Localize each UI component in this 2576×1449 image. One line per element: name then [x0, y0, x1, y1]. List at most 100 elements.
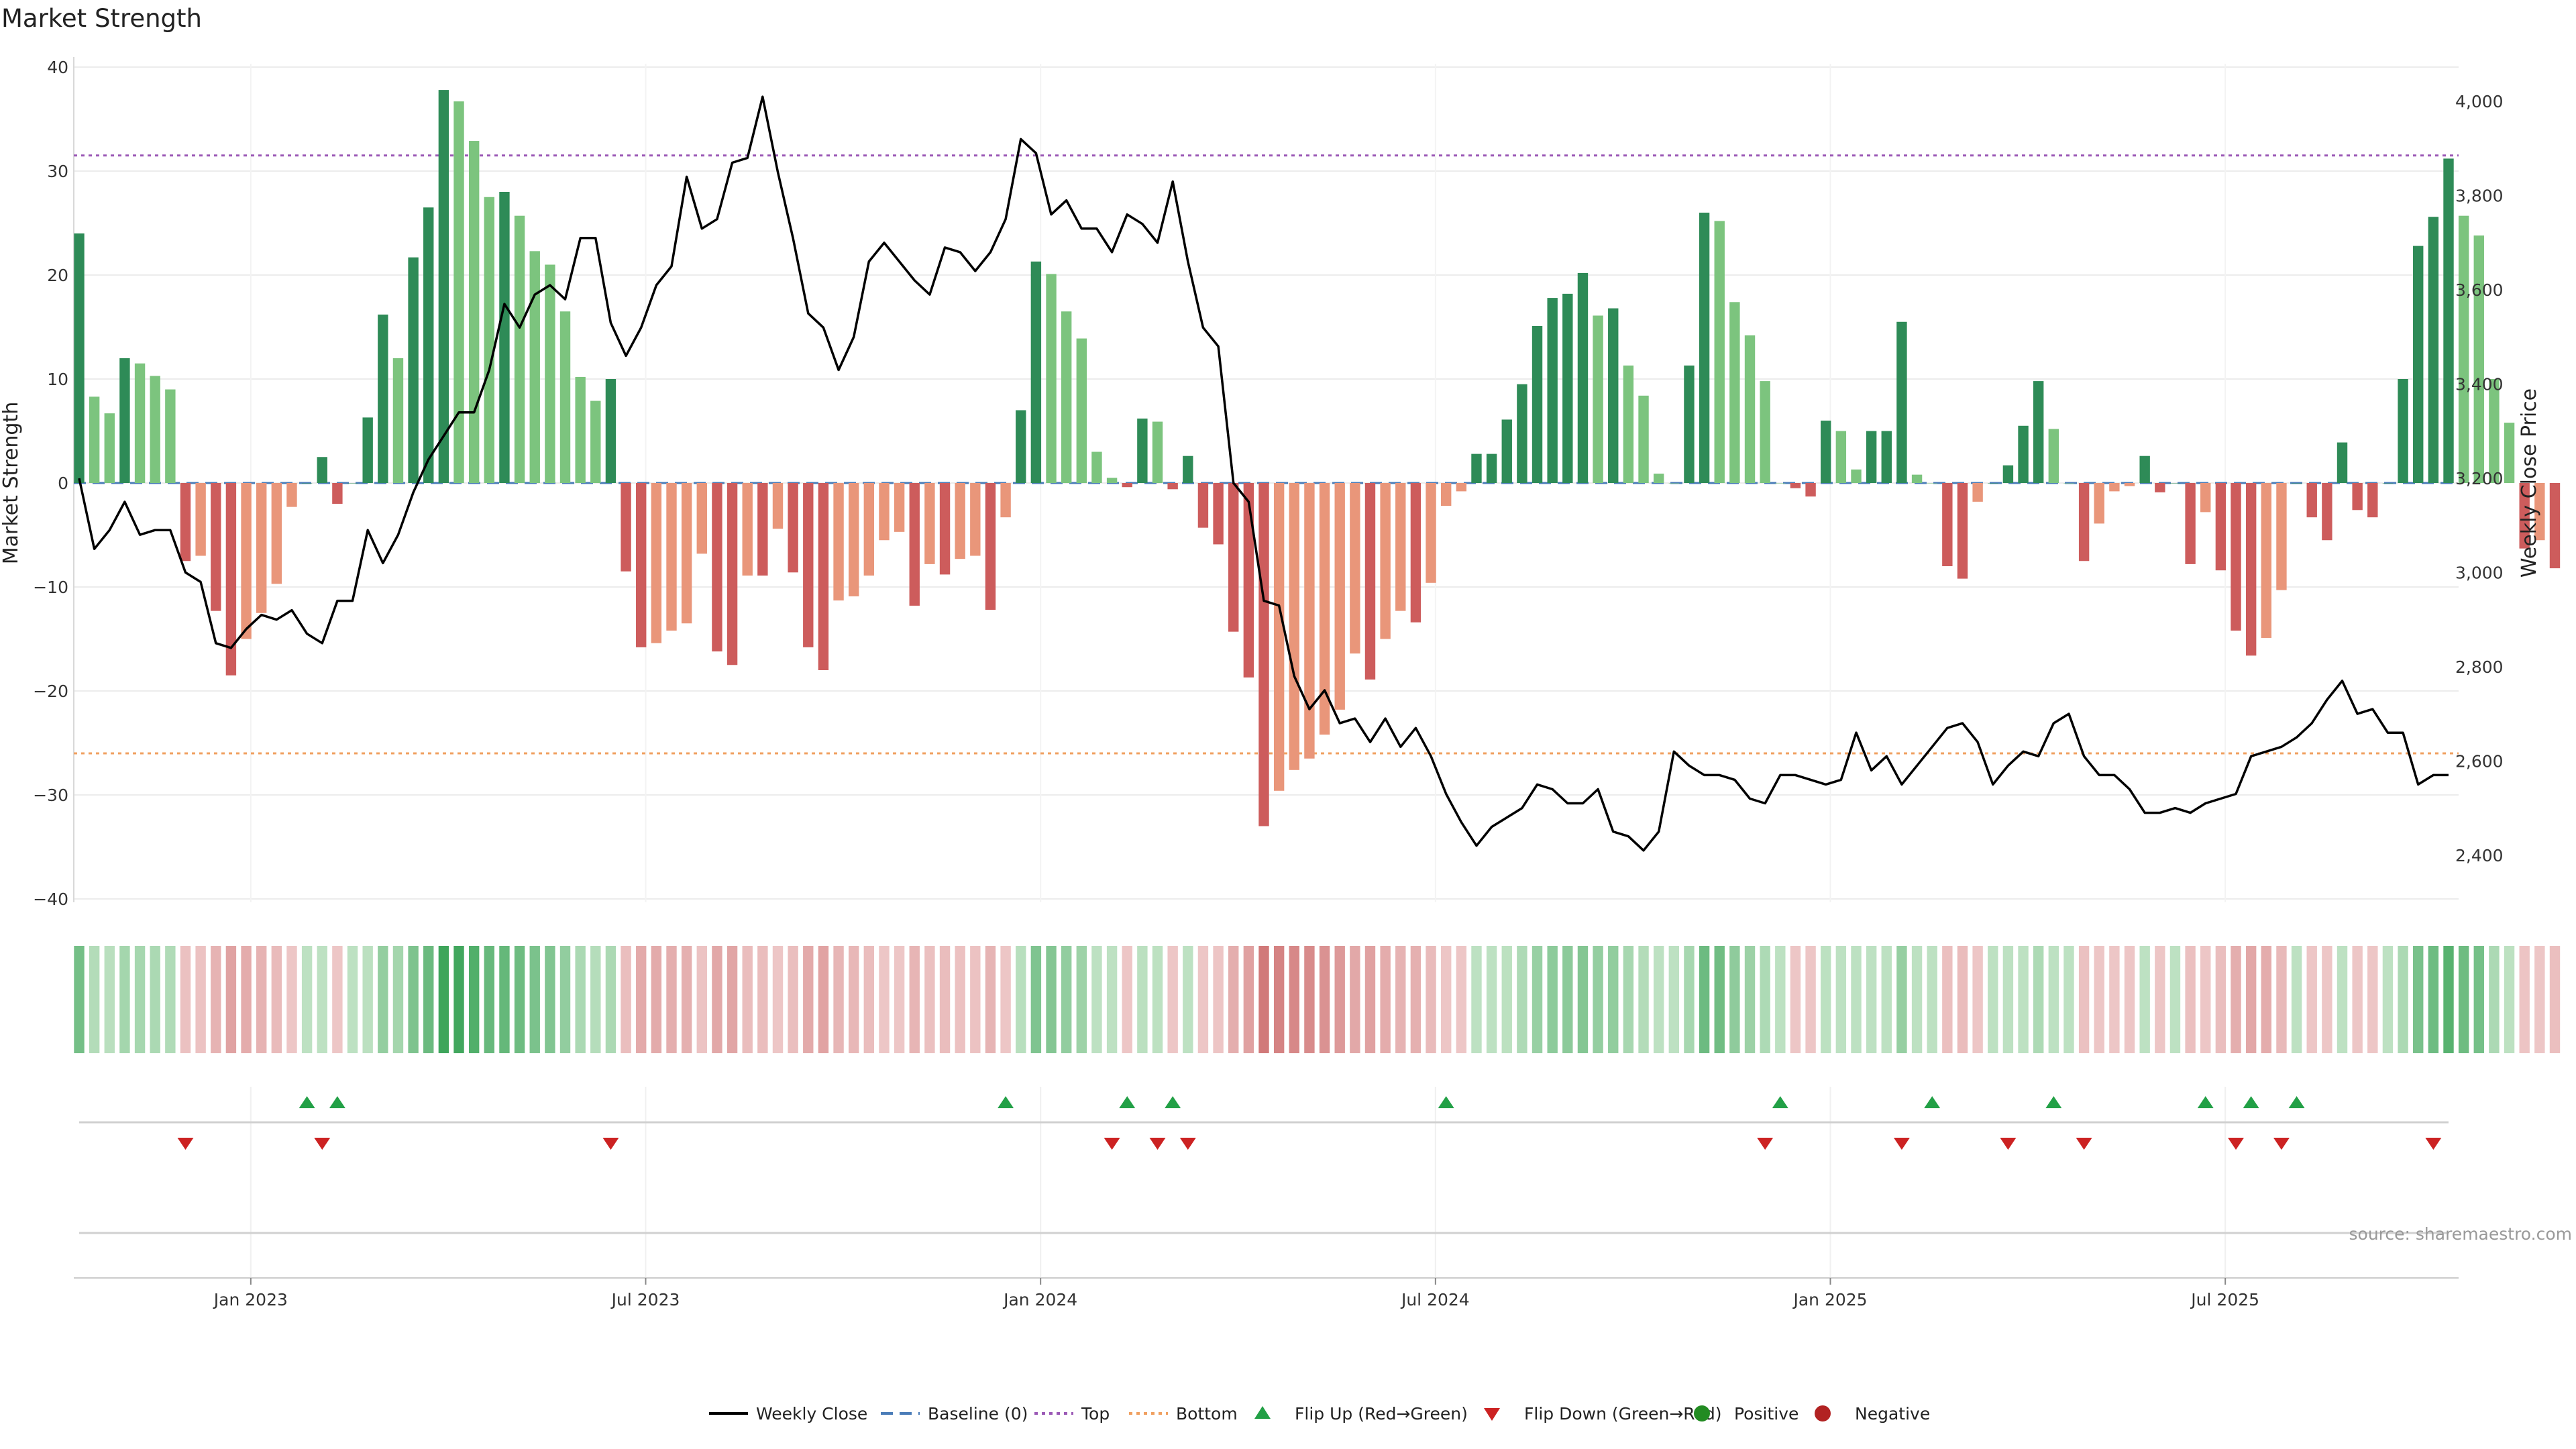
- heat-cell: [2063, 946, 2074, 1053]
- heat-cell: [590, 946, 601, 1053]
- heat-cell: [1030, 946, 1042, 1053]
- strength-bar: [2458, 215, 2469, 483]
- heat-cell: [1243, 946, 1254, 1053]
- strength-bar: [2185, 483, 2196, 564]
- heat-cell: [2231, 946, 2241, 1053]
- strength-bar: [2276, 483, 2287, 590]
- strength-bar: [1122, 483, 1132, 488]
- heat-cell: [256, 946, 267, 1053]
- strength-bar: [863, 483, 875, 576]
- strength-bar: [1228, 483, 1239, 632]
- heat-cell: [803, 946, 814, 1053]
- source-note: source: sharemaestro.com: [2349, 1224, 2573, 1244]
- heat-cell: [1760, 946, 1770, 1053]
- heat-cell: [499, 946, 510, 1053]
- heat-cell: [605, 946, 616, 1053]
- strength-bar: [2398, 379, 2408, 483]
- heat-cell: [1653, 946, 1664, 1053]
- heat-cell: [529, 946, 540, 1053]
- strength-bar: [2473, 235, 2484, 483]
- flip-down-marker: [2228, 1138, 2245, 1150]
- strength-bar: [2337, 442, 2348, 483]
- strength-bar: [1243, 483, 1254, 678]
- heat-cell: [788, 946, 798, 1053]
- flip-up-marker: [1772, 1096, 1788, 1108]
- strength-bar: [1167, 483, 1178, 490]
- heat-cell: [1273, 946, 1285, 1053]
- heat-cell: [970, 946, 981, 1053]
- legend-label: Baseline (0): [928, 1404, 1028, 1424]
- heat-cell: [1152, 946, 1163, 1053]
- heat-cell: [894, 946, 905, 1053]
- heat-cell: [195, 946, 206, 1053]
- heat-cell: [271, 946, 282, 1053]
- heat-cell: [681, 946, 692, 1053]
- strength-bar: [1851, 469, 1862, 483]
- heat-cell: [848, 946, 859, 1053]
- heat-cell: [575, 946, 586, 1053]
- strength-bar: [1684, 365, 1695, 483]
- heat-cell: [2124, 946, 2135, 1053]
- strength-bar: [1957, 483, 1968, 579]
- heat-cell: [286, 946, 297, 1053]
- legend-swatch: [1484, 1408, 1500, 1421]
- strength-bar: [2033, 381, 2044, 483]
- heat-cell: [1456, 946, 1467, 1053]
- heat-cell: [559, 946, 571, 1053]
- heat-cell: [1501, 946, 1512, 1053]
- right-tick-label: 3,800: [2455, 186, 2504, 206]
- strength-bar: [2519, 483, 2530, 549]
- legend-label: Positive: [1734, 1404, 1799, 1424]
- strength-bar: [1744, 335, 1756, 483]
- heat-cell: [2382, 946, 2394, 1053]
- heat-cell: [1744, 946, 1756, 1053]
- legend-swatch: [1694, 1405, 1710, 1421]
- heat-cell: [2549, 946, 2561, 1053]
- strength-bar: [1106, 478, 1118, 483]
- x-tick-label: Jul 2023: [610, 1290, 680, 1309]
- strength-bar: [74, 233, 85, 483]
- strength-bar: [271, 483, 282, 584]
- strength-bar: [392, 358, 404, 483]
- flip-up-marker: [329, 1096, 345, 1108]
- heat-cell: [2291, 946, 2302, 1053]
- flip-down-marker: [1104, 1138, 1120, 1150]
- heat-cell: [468, 946, 480, 1053]
- strength-bar: [453, 101, 464, 483]
- strength-bar: [848, 483, 859, 596]
- right-tick-label: 4,000: [2455, 92, 2504, 111]
- strength-bar: [909, 483, 920, 606]
- strength-bar: [833, 483, 844, 601]
- heat-cell: [1122, 946, 1132, 1053]
- strength-bar: [529, 251, 540, 483]
- strength-bar: [2169, 483, 2181, 484]
- strength-bar: [1486, 453, 1497, 483]
- strength-bar: [1350, 483, 1360, 654]
- heat-cell: [1289, 946, 1299, 1053]
- heat-cell: [1046, 946, 1057, 1053]
- heat-cell: [317, 946, 327, 1053]
- strength-bar: [970, 483, 981, 556]
- strength-bar: [2018, 425, 2029, 483]
- strength-bar: [1091, 451, 1102, 483]
- heat-cell: [1608, 946, 1619, 1053]
- heat-cell: [2002, 946, 2014, 1053]
- flip-down-marker: [177, 1138, 194, 1150]
- flip-down-marker: [2000, 1138, 2017, 1150]
- heat-cell: [2337, 946, 2348, 1053]
- strength-bar: [742, 483, 753, 576]
- x-axis: Jan 2023 Jul 2023 Jan 2024 Jul 2024 Jan 2025…: [74, 1277, 2459, 1309]
- strength-bar: [559, 311, 571, 483]
- strength-bar: [575, 376, 586, 483]
- right-tick-label: 3,600: [2455, 280, 2504, 300]
- heat-cell: [1167, 946, 1178, 1053]
- heat-cell: [1972, 946, 1983, 1053]
- strength-bars: [74, 90, 2561, 826]
- strength-bar: [1790, 483, 1801, 488]
- heat-cell: [134, 946, 146, 1053]
- heat-cell: [423, 946, 434, 1053]
- legend-swatch: [1254, 1406, 1271, 1419]
- heat-cell: [1835, 946, 1847, 1053]
- right-tick-label: 2,800: [2455, 657, 2504, 677]
- strength-bar: [332, 483, 343, 504]
